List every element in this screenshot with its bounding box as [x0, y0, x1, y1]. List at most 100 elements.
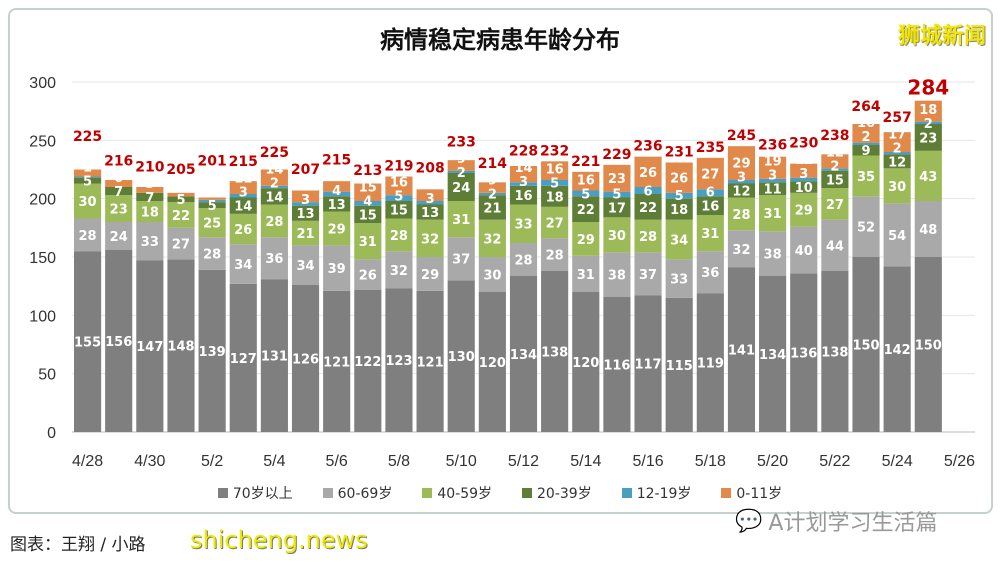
- total-label: 257: [883, 110, 912, 126]
- data-label: 24: [452, 181, 470, 196]
- bar-segment: [634, 194, 662, 220]
- data-label: 2: [924, 117, 933, 132]
- total-label: 228: [509, 144, 538, 160]
- data-label: 121: [417, 355, 444, 370]
- bar-segment: [509, 243, 538, 276]
- data-label: 27: [172, 238, 190, 253]
- data-label: 34: [234, 258, 252, 273]
- y-tick-label: 0: [47, 425, 56, 442]
- legend-swatch: [721, 488, 732, 498]
- bar-segment: [447, 201, 475, 238]
- data-label: 16: [390, 176, 408, 191]
- legend-label: 0-11岁: [736, 486, 783, 502]
- bar-segment: [74, 177, 102, 184]
- data-label: 26: [639, 166, 657, 181]
- bar-segment: [914, 257, 942, 432]
- total-label: 225: [73, 129, 102, 145]
- bar-segment: [914, 121, 942, 124]
- bar-segment: [385, 288, 413, 432]
- data-label: 32: [421, 232, 439, 247]
- bar-segment: [821, 154, 849, 169]
- data-label: 15: [390, 204, 408, 219]
- bar-segment: [74, 251, 102, 432]
- data-label: 28: [265, 215, 283, 230]
- data-label: 43: [919, 170, 937, 185]
- data-label: 16: [546, 162, 564, 177]
- bar-segment: [354, 289, 382, 432]
- data-label: 27: [826, 198, 844, 213]
- data-label: 30: [483, 268, 501, 283]
- legend-item: 40-59岁: [422, 483, 492, 503]
- data-label: 24: [110, 230, 128, 245]
- bar-segment: [260, 185, 288, 189]
- data-label: 32: [390, 264, 408, 279]
- data-label: 22: [639, 201, 657, 216]
- data-label: 147: [136, 340, 163, 355]
- data-label: 130: [448, 350, 475, 365]
- data-label: 16: [857, 116, 875, 131]
- data-label: 28: [732, 208, 750, 223]
- bar-segment: [509, 166, 538, 183]
- total-label: 236: [758, 137, 787, 153]
- bar-segment: [634, 187, 662, 194]
- data-label: 7: [145, 191, 154, 206]
- bar-segment: [727, 146, 756, 180]
- bar-segment: [167, 202, 195, 228]
- data-label: 22: [172, 209, 190, 224]
- total-label: 245: [727, 128, 756, 144]
- bar-segment: [665, 162, 693, 193]
- data-label: 9: [488, 173, 497, 188]
- bar-segment: [821, 168, 849, 171]
- bar-segment: [260, 188, 288, 205]
- bar-segment: [914, 201, 942, 257]
- chart-title: 病情稳定病患年龄分布: [380, 26, 620, 54]
- bar-segment: [198, 237, 226, 270]
- bar-segment: [385, 195, 413, 201]
- y-tick-label: 100: [29, 308, 56, 325]
- bar-segment: [416, 290, 444, 432]
- bar-segment: [759, 182, 787, 196]
- bar-segment: [136, 201, 164, 222]
- bar-segment: [74, 183, 102, 219]
- data-label: 3: [426, 192, 435, 207]
- bar-segment: [883, 154, 911, 169]
- bar-segment: [354, 183, 382, 201]
- bar-segment: [416, 219, 444, 257]
- data-label: 150: [915, 338, 942, 353]
- bar-segment: [354, 201, 382, 206]
- total-label: 231: [665, 145, 694, 161]
- x-tick-label: 5/18: [695, 453, 726, 470]
- data-label: 54: [888, 229, 906, 244]
- bar-segment: [354, 223, 382, 260]
- bar-segment: [914, 124, 942, 151]
- y-tick-label: 300: [29, 75, 56, 92]
- bar-segment: [541, 185, 569, 207]
- data-label: 30: [79, 195, 97, 210]
- data-label: 3: [768, 169, 777, 184]
- bar-segment: [821, 219, 849, 271]
- bar-segment: [478, 195, 506, 220]
- bar-segment: [790, 273, 818, 432]
- data-label: 18: [546, 190, 564, 205]
- data-label: 40: [795, 244, 813, 259]
- data-label: 16: [577, 173, 595, 188]
- bar-segment: [447, 160, 475, 171]
- bar-segment: [696, 293, 724, 432]
- total-label: 215: [322, 152, 351, 168]
- data-label: 139: [199, 345, 226, 360]
- bar-segment: [759, 231, 787, 276]
- bar-segment: [291, 245, 320, 285]
- bar-segment: [260, 169, 288, 186]
- data-label: 10: [296, 179, 314, 194]
- data-label: 31: [701, 227, 719, 242]
- legend-swatch: [422, 488, 433, 498]
- data-label: 25: [203, 217, 221, 232]
- total-label: 213: [353, 163, 382, 179]
- x-tick-label: 5/20: [757, 453, 788, 470]
- data-label: 9: [861, 144, 870, 159]
- data-label: 2: [830, 159, 839, 174]
- y-tick-label: 250: [29, 133, 56, 150]
- bar-segment: [105, 187, 133, 196]
- bar-segment: [385, 176, 413, 196]
- bar-segment: [105, 195, 133, 222]
